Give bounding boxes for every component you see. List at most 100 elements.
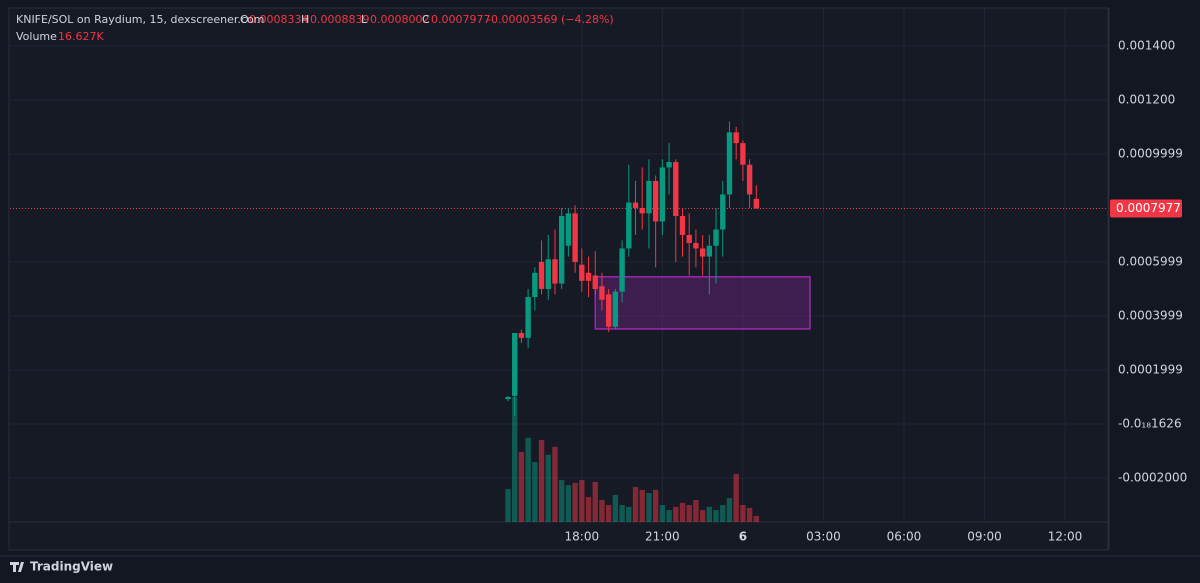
candle-body [646,180,652,214]
volume-bar [512,397,518,522]
candle-body [592,275,598,289]
volume-bar [699,510,706,522]
volume-bar [753,515,760,522]
y-tick-label: 0.001200 [1118,92,1175,106]
volume-bar [726,498,733,522]
ohlc-value: 0.0008839 [310,13,370,26]
volume-bar [538,439,545,522]
volume-bar [686,505,692,522]
candle-body [619,248,625,292]
volume-bar [659,505,666,522]
candle-body [666,162,672,168]
volume-bar [706,506,713,522]
volume-bar [626,506,632,522]
volume-bar [693,499,699,522]
candle-body [585,272,592,281]
ohlc-value: 0.0007977 [431,13,491,26]
volume-bar [646,493,652,522]
candle-body [565,213,572,246]
candle-body [626,202,632,249]
x-tick-label: 09:00 [967,530,1002,544]
candle-body [572,213,578,262]
candle-body [512,332,518,396]
volume-bar [505,489,511,522]
candle-body [559,216,565,284]
candle-body [545,259,551,289]
candle-body [740,143,746,165]
candle-body [525,297,531,338]
candle-body [693,243,699,249]
ohlc-key: O [240,13,249,26]
y-tick-label: 0.0001999 [1118,362,1183,376]
last-price-label: 0.0007977 [1116,201,1181,215]
candle-body [713,229,719,246]
candle-body [659,167,666,222]
candle-body [686,234,692,244]
x-tick-label: 18:00 [565,530,600,544]
volume-bar [612,494,619,522]
volume-bar [525,437,531,522]
y-tick-label: -0.0₁₈1626 [1118,416,1182,430]
volume-bar [652,489,659,522]
candle-body [552,259,558,284]
candle-body [706,245,713,257]
volume-bar [559,480,565,522]
candle-body [673,162,679,217]
brand: TradingView [30,560,113,574]
volume-bar [605,505,612,522]
volume-bar [579,480,585,522]
logo [10,562,24,572]
volume-bar [599,499,605,522]
volume-bar [679,502,686,522]
y-tick-label: 0.001400 [1118,38,1175,52]
x-tick-label: 21:00 [645,530,680,544]
candle-body [733,132,739,144]
change: -0.00003569 (−4.28%) [487,13,614,26]
volume-bar [733,473,739,522]
volume-bar [619,505,625,522]
symbol: KNIFE/SOL on Raydium, 15, dexscreener.co… [16,13,264,26]
candle-body [579,264,585,281]
candle-body [699,248,706,257]
candle-body [518,332,525,338]
volume-bar [518,451,525,522]
ohlc-key: H [301,13,309,26]
volume-bar [572,482,578,522]
candle-body [746,164,753,195]
volume-bar [673,506,679,522]
volume-bar [639,489,645,522]
candle-body [639,207,645,214]
volume-bar [713,510,719,522]
candle-body [612,291,619,327]
x-tick-label: 12:00 [1048,530,1083,544]
candle-body [753,198,760,209]
candle-body [505,396,511,400]
ohlc-key: L [361,13,368,26]
volume-bar [532,462,538,522]
candle-body [720,194,726,230]
candle-body [679,216,686,235]
volume-bar [666,510,672,522]
volume-value: 16.627K [58,30,104,43]
zone [594,276,811,330]
volume-bar [592,481,598,522]
candle-body [726,132,733,195]
candle-body [632,202,639,208]
ohlc-key: C [422,13,430,26]
volume-bar [552,446,558,522]
candle-body [532,272,538,298]
volume-bar [740,505,746,522]
x-tick-label: 06:00 [887,530,922,544]
volume-bar [746,507,753,522]
candle-body [599,286,605,300]
ohlc-value: 0.0008334 [249,13,309,26]
volume-name: Volume [16,30,57,43]
candle-body [605,294,612,327]
y-tick-label: -0.0002000 [1118,470,1187,484]
volume-bar [585,497,592,522]
candle-body [652,180,659,222]
volume-bar [545,454,551,522]
y-tick-label: 0.0009999 [1118,146,1183,160]
last-price-badge [1110,199,1182,218]
